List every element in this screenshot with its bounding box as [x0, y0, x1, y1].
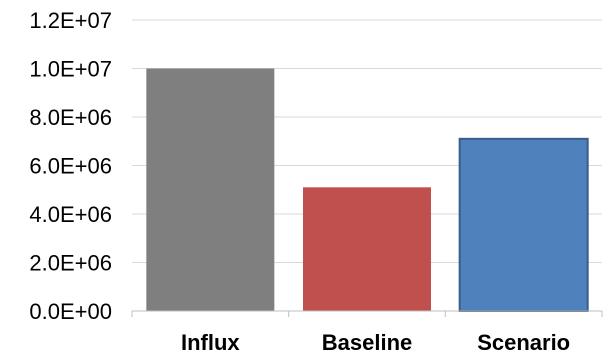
y-tick-label: 4.0E+06 — [29, 202, 112, 227]
bar-scenario — [458, 137, 589, 312]
y-tick-label: 1.0E+07 — [29, 57, 112, 82]
y-tick-label: 8.0E+06 — [29, 105, 112, 130]
bar-influx — [146, 68, 275, 311]
bars — [146, 68, 589, 312]
y-tick-label: 0.0E+00 — [29, 299, 112, 324]
y-tick-label: 2.0E+06 — [29, 251, 112, 276]
bar-baseline — [303, 187, 431, 311]
x-tick-label-influx: Influx — [181, 330, 240, 355]
x-tick-label-baseline: Baseline — [322, 330, 413, 355]
y-tick-label: 6.0E+06 — [29, 154, 112, 179]
x-axis — [131, 310, 603, 317]
x-tick-label-scenario: Scenario — [477, 330, 570, 355]
x-axis-labels: Influx Baseline Scenario — [181, 330, 570, 355]
y-tick-label: 1.2E+07 — [29, 8, 112, 33]
y-axis-ticks: 0.0E+00 2.0E+06 4.0E+06 6.0E+06 8.0E+06 1.0E+… — [29, 8, 112, 324]
